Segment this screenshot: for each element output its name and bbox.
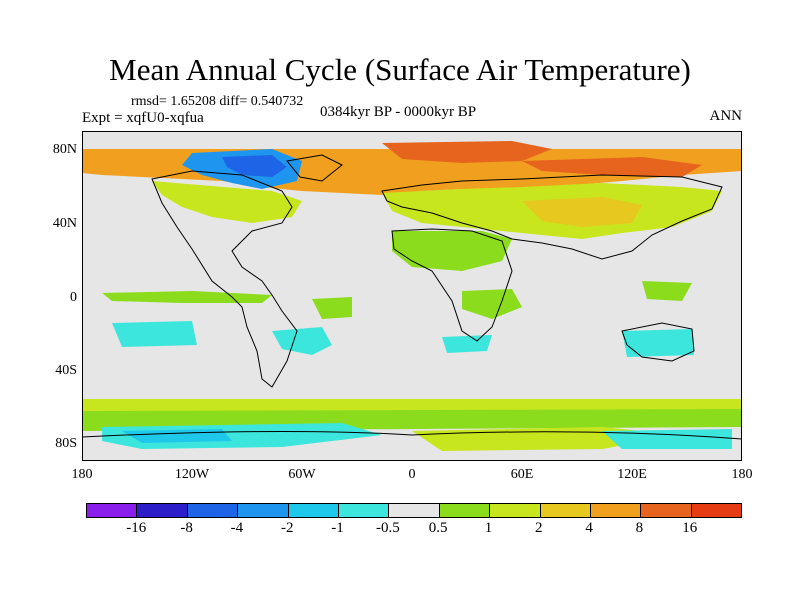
colorbar-swatch	[338, 504, 390, 517]
page-title: Mean Annual Cycle (Surface Air Temperatu…	[109, 52, 691, 87]
colorbar-swatch	[641, 504, 692, 517]
asia-high-region	[522, 197, 642, 227]
lat-label-40n: 40N	[52, 216, 77, 231]
colorbar-label: -1	[331, 520, 344, 536]
lat-label-40s: 40S	[55, 363, 77, 378]
south-america-patch	[272, 327, 332, 355]
lat-label-0: 0	[70, 290, 77, 305]
colorbar-swatch	[590, 504, 642, 517]
lon-label-0: 0	[408, 467, 416, 482]
lat-label-80s: 80S	[55, 436, 77, 451]
antarctic-coast-cold-2	[122, 429, 232, 443]
lon-label-60w: 60W	[288, 467, 316, 482]
colorbar-swatch	[187, 504, 239, 517]
colorbar-label: 4	[585, 520, 593, 536]
lon-label-120w: 120W	[174, 467, 210, 482]
lon-label-120e: 120E	[617, 467, 647, 482]
colorbar-label: -0.5	[375, 520, 400, 536]
colorbar-swatch	[439, 504, 491, 517]
colorbar-swatch	[691, 504, 742, 517]
experiment-label: Expt = xqfU0-xqfua	[82, 110, 204, 126]
colorbar-swatch	[87, 504, 138, 517]
colorbar-label: -8	[180, 520, 193, 536]
north-america-mid-region	[152, 181, 302, 223]
coastlines	[82, 154, 742, 440]
antarctic-west-cold	[602, 429, 732, 449]
colorbar-label: -4	[230, 520, 244, 536]
siberia-warm-region	[522, 157, 702, 177]
map-frame	[82, 131, 742, 461]
pacific-south-patch	[112, 321, 197, 347]
colorbar-label: 0.5	[428, 520, 448, 536]
australia-patch	[622, 329, 694, 357]
lat-label-80n: 80N	[52, 142, 77, 157]
canada-strong-cold	[222, 155, 287, 177]
colorbar-swatch	[389, 504, 440, 517]
colorbar-swatch	[238, 504, 289, 517]
colorbar-swatch	[137, 504, 188, 517]
pacific-tropical-band	[102, 291, 272, 303]
colorbar-label: 2	[535, 520, 543, 536]
season-label: ANN	[709, 108, 743, 124]
colorbar-label: 16	[682, 520, 698, 536]
colorbar-label: -16	[126, 520, 147, 536]
colorbar	[86, 503, 742, 518]
north-africa-region	[392, 231, 512, 271]
colorbar-label: 8	[635, 520, 644, 536]
atlantic-patch	[312, 297, 352, 319]
indian-ocean-patch	[442, 335, 492, 353]
colorbar-swatch	[288, 504, 339, 517]
arctic-strong-region	[382, 141, 552, 163]
colorbar-swatch	[540, 504, 591, 517]
colorbar-swatch	[490, 504, 541, 517]
lon-label-180w: 180	[71, 467, 93, 482]
colorbar-label: 1	[484, 520, 493, 536]
west-pacific-patch	[642, 281, 692, 301]
africa-south-patch	[462, 289, 522, 319]
lon-label-180e: 180	[731, 467, 753, 482]
antarctic-coast-cold	[102, 423, 382, 449]
colorbar-label: -2	[280, 520, 294, 536]
period-label: 0384kyr BP - 0000kyr BP	[320, 104, 477, 120]
lon-label-60e: 60E	[510, 467, 534, 482]
stats-text: rmsd= 1.65208 diff= 0.540732	[131, 94, 304, 109]
anomaly-map	[82, 131, 742, 461]
